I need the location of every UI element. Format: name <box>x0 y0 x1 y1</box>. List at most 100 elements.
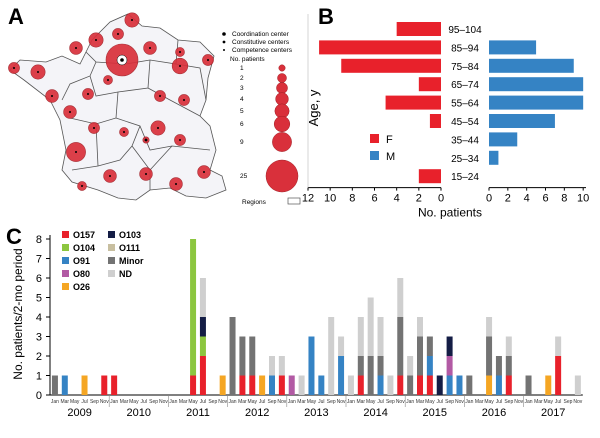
month-label: Sep <box>268 399 277 405</box>
month-label: Jan <box>288 399 296 405</box>
size-legend-label-9: 9 <box>240 139 244 146</box>
month-label: Sep <box>386 399 395 405</box>
center-dot-lille <box>131 19 133 21</box>
month-label: Mar <box>475 399 484 405</box>
bar-segment-Minor <box>505 356 512 376</box>
y-tick-label: 5 <box>36 293 42 305</box>
legend-label-F: F <box>386 134 393 146</box>
female-bar-75–84 <box>341 58 441 73</box>
month-label: Nov <box>396 399 405 405</box>
center-dot-paris <box>120 58 124 62</box>
size-legend-bubble-3 <box>276 82 288 94</box>
legend-label-O80: O80 <box>73 269 90 279</box>
bar-segment-Minor <box>367 356 374 395</box>
bar-segment-ND <box>357 317 364 356</box>
y-tick-label: 7 <box>36 254 42 266</box>
bar-segment-Minor <box>407 375 414 395</box>
month-label: Jul <box>555 399 561 405</box>
bar-segment-O157 <box>278 375 285 395</box>
male-tick-label: 8 <box>561 193 567 205</box>
month-label: Jul <box>496 399 502 405</box>
age-group-label: 15–24 <box>451 172 479 183</box>
month-label: Nov <box>455 399 464 405</box>
competence-legend-label: Competence centers <box>232 47 293 54</box>
bar-segment-O91 <box>61 375 68 395</box>
bar-segment-ND <box>387 375 394 395</box>
patient-bubbles <box>8 12 214 191</box>
bar-segment-O26 <box>259 375 266 395</box>
month-label: May <box>484 399 494 405</box>
age-pyramid-chart: 95–104 85–94 75–84 65–74 55–64 45–54 35–44 25–3… <box>302 14 589 220</box>
center-dot-orleans <box>107 79 109 81</box>
bar-segment-O91 <box>338 356 345 395</box>
bar-segment-O91 <box>495 375 502 395</box>
bar-segment-O91 <box>318 375 325 395</box>
center-dot-limoges <box>93 127 95 129</box>
bar-segment-ND <box>397 278 404 317</box>
month-label: Jan <box>347 399 355 405</box>
month-label: Jul <box>259 399 265 405</box>
y-tick-label: 6 <box>36 273 42 285</box>
legend-label-M: M <box>386 151 395 163</box>
age-group-label: 75–84 <box>451 62 479 73</box>
year-label: 2010 <box>127 407 151 419</box>
center-dot-dijon <box>159 95 161 97</box>
size-legend-bubble-2 <box>277 73 287 83</box>
female-tick-label: 4 <box>394 193 400 205</box>
bar-segment-O157 <box>357 375 364 395</box>
patients-legend-title: No. patients <box>230 56 265 63</box>
bar-segment-O80 <box>288 375 295 395</box>
center-dot-nice <box>203 171 205 173</box>
year-label: 2015 <box>423 407 447 419</box>
female-tick-label: 0 <box>438 193 444 205</box>
bar-segment-O104 <box>199 336 206 356</box>
age-group-label: 65–74 <box>451 80 479 91</box>
bar-segment-ND <box>486 317 493 337</box>
bar-segment-O103 <box>199 317 206 337</box>
month-label: Jan <box>110 399 118 405</box>
month-label: May <box>188 399 198 405</box>
regions-legend-label: Regions <box>242 199 267 206</box>
bar-segment-Minor <box>229 317 236 395</box>
bar-segment-O157 <box>417 375 423 395</box>
center-dot-st-etienne <box>144 138 148 142</box>
month-label: Jan <box>465 399 473 405</box>
month-label: Mar <box>534 399 543 405</box>
month-label: Jul <box>318 399 324 405</box>
bar-segment-ND <box>505 336 512 356</box>
map-legend: Coordination center Constitutive centers… <box>222 31 301 206</box>
month-label: Jul <box>141 399 147 405</box>
month-label: Jan <box>51 399 59 405</box>
female-bar-95–104 <box>396 22 441 36</box>
month-label: May <box>425 399 435 405</box>
bar-segment-O157 <box>555 356 562 395</box>
female-tick-label: 6 <box>371 193 377 205</box>
bar-segment-O26 <box>486 375 493 395</box>
male-bar-85–94 <box>489 40 537 55</box>
female-bar-15–24 <box>418 169 441 184</box>
month-label: May <box>366 399 376 405</box>
male-bar-45–54 <box>489 114 555 128</box>
bar-segment-O157 <box>190 375 197 395</box>
bar-segment-O103 <box>446 336 453 356</box>
center-dot-bordeaux <box>75 151 77 153</box>
age-group-label: 85–94 <box>451 43 479 54</box>
year-label: 2016 <box>482 407 506 419</box>
male-tick-label: 2 <box>505 193 511 205</box>
center-dot-nantes <box>51 95 53 97</box>
legend-swatch-O91 <box>62 257 69 264</box>
size-legend-label-3: 3 <box>240 85 244 92</box>
size-legend: 1 2 3 4 5 6 9 25 <box>240 64 299 193</box>
legend-swatch-O111 <box>108 244 115 251</box>
center-dot-rouen <box>95 39 97 41</box>
age-group-label: 45–54 <box>451 117 479 128</box>
bar-segment-ND <box>278 356 285 376</box>
month-label: Mar <box>60 399 69 405</box>
month-label: Nov <box>159 399 168 405</box>
bar-segment-O26 <box>219 375 226 395</box>
legend-swatch-O157 <box>62 231 69 238</box>
size-legend-label-5: 5 <box>240 108 244 115</box>
month-label: Mar <box>356 399 365 405</box>
bar-segment-Minor <box>397 317 404 376</box>
y-tick-label: 1 <box>36 371 42 383</box>
